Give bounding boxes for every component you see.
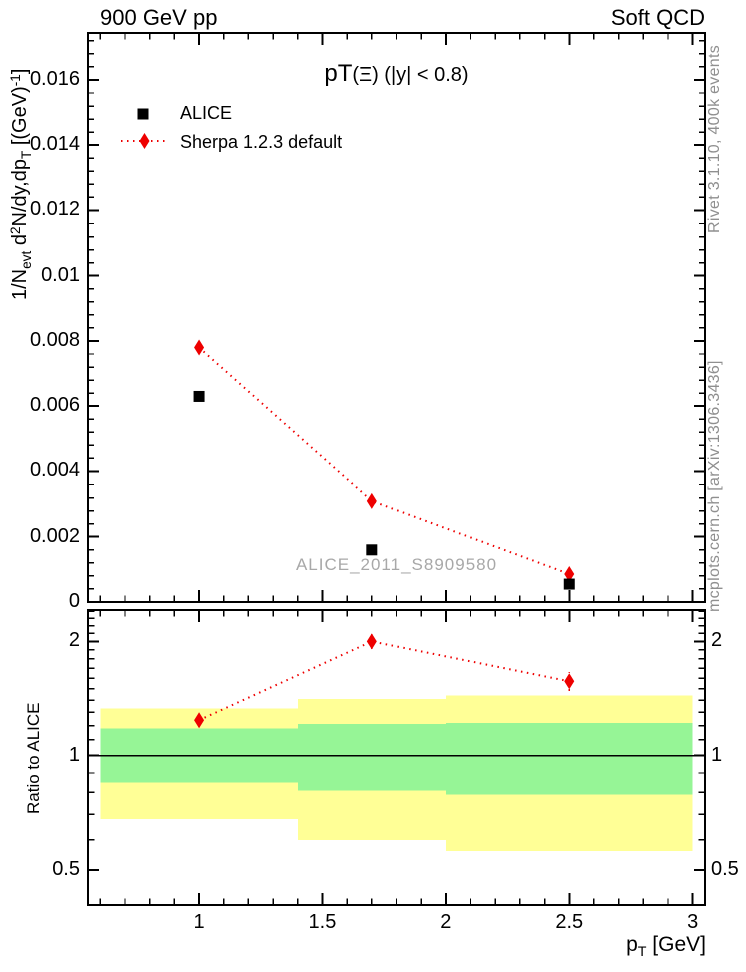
y-tick-label-main: 0.008 xyxy=(29,328,80,351)
sherpa-data-point xyxy=(564,565,575,582)
alice-data-point xyxy=(563,578,575,590)
y-tick-label-ratio-right: 1 xyxy=(711,743,723,766)
x-tick-label: 2 xyxy=(440,911,452,933)
y-tick-label-main: 0.014 xyxy=(29,133,80,156)
x-axis-title: pT [GeV] xyxy=(626,933,706,960)
main-plot-frame xyxy=(87,32,706,603)
y-tick-label-ratio-left: 1 xyxy=(68,743,80,766)
x-tick-label: 1 xyxy=(193,911,205,933)
y-tick-label-main: 0.006 xyxy=(29,394,80,417)
y-tick-label-main: 0 xyxy=(68,590,80,612)
uncertainty-band-inner xyxy=(297,724,446,791)
watermark: ALICE_2011_S8909580 xyxy=(295,555,498,574)
sherpa-data-point xyxy=(194,339,205,356)
y-tick-label-main: 0.012 xyxy=(29,198,80,221)
uncertainty-band-inner xyxy=(445,722,693,795)
y-tick-label-main: 0.002 xyxy=(29,524,80,547)
y-tick-label-ratio-left: 0.5 xyxy=(52,857,80,880)
x-tick-label: 3 xyxy=(687,911,699,933)
legend-marker-sherpa xyxy=(139,133,150,149)
sherpa-ratio-point xyxy=(564,673,575,690)
y-tick-label-main: 0.016 xyxy=(29,67,80,90)
legend-label-alice: ALICE xyxy=(180,103,233,123)
y-tick-label-ratio-right: 0.5 xyxy=(711,857,739,880)
alice-data-point xyxy=(366,544,378,556)
y-tick-label-ratio-left: 2 xyxy=(68,629,80,652)
y-tick-label-main: 0.01 xyxy=(41,263,80,286)
ratio-plot-frame xyxy=(87,609,706,906)
sherpa-line-ratio xyxy=(198,640,570,722)
plot-title: pT(Ξ) (|y| < 0.8) xyxy=(324,60,469,87)
legend-label-sherpa: Sherpa 1.2.3 default xyxy=(180,132,343,152)
alice-data-point xyxy=(193,390,205,402)
x-tick-label: 1.5 xyxy=(308,911,337,933)
y-tick-label-main: 0.004 xyxy=(29,459,80,482)
sherpa-ratio-point xyxy=(194,712,205,729)
sherpa-data-point xyxy=(366,492,377,509)
process-group-label: Soft QCD xyxy=(610,5,705,30)
sherpa-ratio-point xyxy=(366,633,377,650)
legend-marker-alice xyxy=(137,108,149,120)
x-tick-label: 2.5 xyxy=(555,911,584,933)
y-tick-label-ratio-right: 2 xyxy=(711,629,723,652)
beam-energy-label: 900 GeV pp xyxy=(100,5,218,30)
